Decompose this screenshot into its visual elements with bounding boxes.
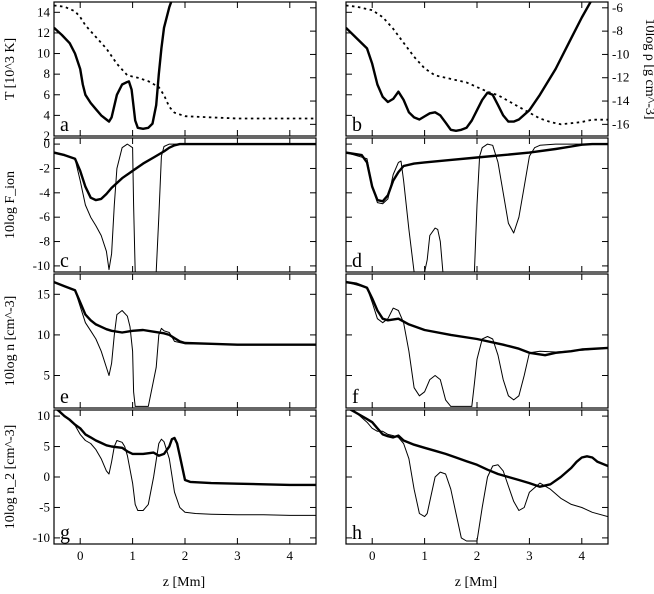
x-tick-label: 0: [369, 548, 376, 563]
panel-frame-f: [345, 273, 609, 409]
x-tick-label: 1: [421, 548, 428, 563]
series-line-d-thin: [346, 143, 608, 272]
y-tick-label: 14: [37, 4, 51, 19]
x-axis-title-right: z [Mm]: [455, 575, 497, 590]
x-tick-label: 0: [77, 548, 84, 563]
y-axis-title: 10log n [cm^-3]: [3, 296, 18, 387]
y-tick-label: 10: [37, 46, 50, 61]
y-tick-label: -10: [33, 258, 50, 273]
series-line-g-thick: [55, 410, 316, 487]
y-tick-label: -8: [39, 234, 50, 249]
x-tick-label: 2: [182, 548, 189, 563]
y-axis-title: T [10^3 K]: [3, 38, 18, 100]
panel-frame-e: [53, 273, 317, 409]
y-right-tick-label: -16: [612, 116, 630, 131]
panel-frame-b: [345, 1, 609, 137]
series-line-b-thick: [346, 2, 592, 133]
series-line-g-thin: [56, 410, 316, 516]
x-axis-title-left: z [Mm]: [163, 575, 205, 590]
y-right-tick-label: -8: [612, 23, 623, 38]
series-line-c-thick: [54, 142, 316, 202]
y-tick-label: 2: [44, 128, 51, 143]
x-tick-label: 3: [526, 548, 533, 563]
y-tick-label: 0: [44, 469, 51, 484]
panel-label-a: a: [60, 114, 69, 136]
series-line-d-thick: [346, 142, 608, 203]
panel-label-d: d: [352, 250, 362, 272]
series-line-b-dotted: [346, 4, 608, 126]
y-tick-label: 12: [37, 25, 50, 40]
panel-frame-c: [53, 137, 317, 273]
y-tick-label: -5: [39, 499, 50, 514]
y-axis-title: 10log F_ion: [3, 171, 18, 239]
y-tick-label: 5: [44, 439, 51, 454]
series-line-c-thin: [54, 143, 316, 272]
y-right-tick-label: -10: [612, 46, 629, 61]
panel-label-b: b: [352, 114, 362, 136]
panel-label-f: f: [352, 386, 359, 408]
y-tick-label: 15: [37, 286, 50, 301]
y-tick-label: 4: [44, 107, 51, 122]
y-right-tick-label: -14: [612, 93, 630, 108]
panel-label-g: g: [60, 522, 70, 544]
y-tick-label: 6: [44, 87, 51, 102]
panel-label-h: h: [352, 522, 362, 544]
x-tick-label: 4: [287, 548, 294, 563]
y-tick-label: 10: [37, 408, 50, 423]
series-line-a-thick: [54, 2, 173, 131]
series-line-h-thick: [348, 410, 608, 488]
panel-label-e: e: [60, 386, 69, 408]
y-tick-label: -6: [39, 209, 50, 224]
series-line-e-thick: [54, 280, 316, 346]
y-tick-label: 10: [37, 327, 50, 342]
series-line-e-thin: [54, 281, 316, 407]
y-tick-label: -10: [33, 530, 50, 545]
series-line-f-thick: [346, 280, 608, 357]
y-tick-label: 0: [44, 136, 51, 151]
y-right-axis-title: 10log ρ [g cm^-3]: [642, 18, 654, 119]
panel-label-c: c: [60, 250, 69, 272]
y-tick-label: -4: [39, 185, 50, 200]
y-axis-title: 10log n_2 [cm^-3]: [3, 425, 18, 530]
x-tick-label: 3: [234, 548, 241, 563]
series-line-h-thin: [350, 410, 608, 542]
y-right-tick-label: -6: [612, 0, 623, 15]
y-tick-label: -2: [39, 160, 50, 175]
x-tick-label: 4: [579, 548, 586, 563]
series-line-f-thin: [346, 281, 608, 407]
y-tick-label: 5: [44, 368, 51, 383]
x-tick-label: 1: [129, 548, 136, 563]
x-tick-label: 2: [474, 548, 481, 563]
panel-frame-h: [345, 409, 609, 545]
y-tick-label: 8: [44, 66, 51, 81]
series-line-a-dotted: [54, 4, 316, 120]
y-right-tick-label: -12: [612, 70, 629, 85]
